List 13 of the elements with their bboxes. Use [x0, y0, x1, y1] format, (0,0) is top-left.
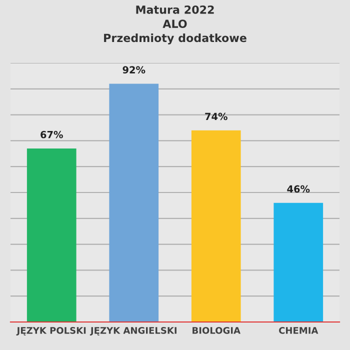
x-tick-label: JĘZYK ANGIELSKI: [90, 327, 176, 336]
bar: [26, 148, 76, 322]
chart-title: Matura 2022 ALO Przedmioty dodatkowe: [104, 5, 246, 44]
bar: [274, 202, 324, 322]
data-label: 67%: [40, 130, 63, 138]
data-label: 74%: [205, 112, 228, 120]
x-tick-label: JĘZYK POLSKI: [16, 327, 86, 336]
data-label: 92%: [122, 66, 146, 74]
x-tick-label: BIOLOGIA: [192, 327, 240, 334]
data-label: 46%: [287, 185, 310, 193]
bar: [109, 84, 159, 322]
x-tick-label: CHEMIA: [278, 327, 318, 334]
bar: [191, 130, 241, 322]
